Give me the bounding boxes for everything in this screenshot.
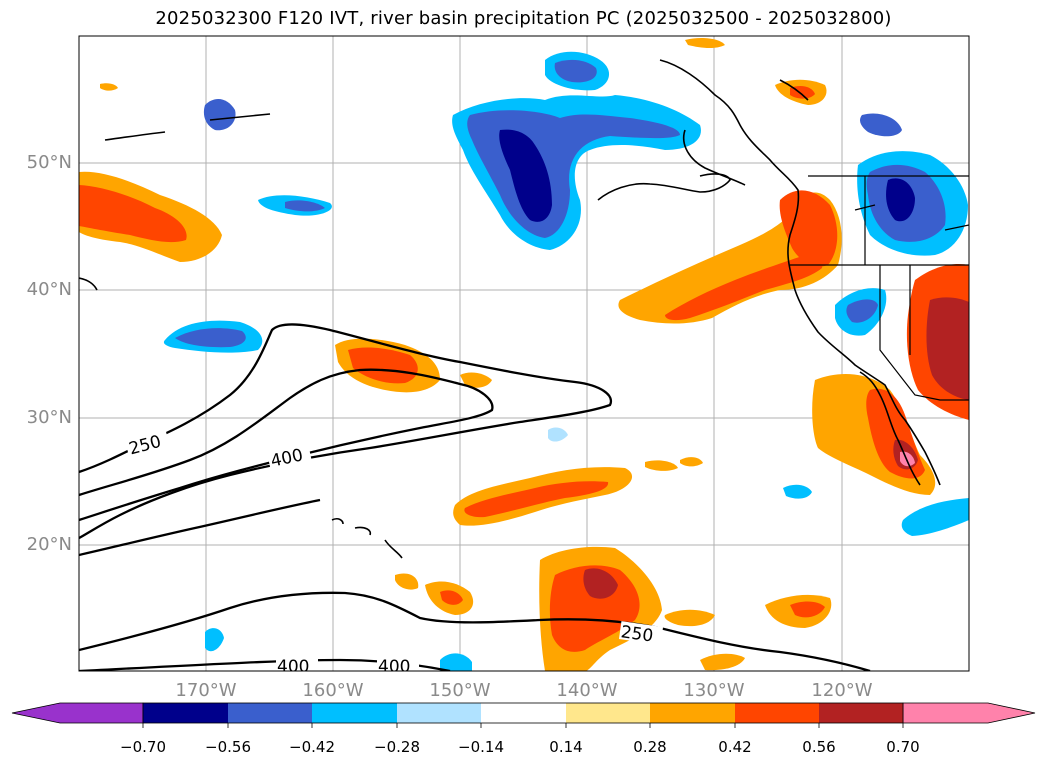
contour-label: 400	[378, 657, 410, 677]
contour-label: 400	[277, 657, 309, 677]
colorbar-segment	[481, 703, 566, 723]
lat-label: 30°N	[26, 407, 72, 428]
lat-label: 20°N	[26, 534, 72, 555]
colorbar-tick-label: −0.14	[458, 738, 504, 756]
colorbar-tick-label: 0.56	[802, 738, 836, 756]
colorbar-segment	[735, 703, 819, 723]
colorbar-tick-label: −0.56	[205, 738, 251, 756]
colorbar-segment	[650, 703, 735, 723]
colorbar-tick-label: −0.70	[120, 738, 166, 756]
colorbar-segment	[397, 703, 481, 723]
coastlines	[79, 59, 941, 559]
colorbar-tick-label: −0.28	[374, 738, 420, 756]
lat-label: 40°N	[26, 279, 72, 300]
state-borders	[790, 175, 969, 401]
lon-label: 160°W	[302, 680, 364, 701]
colorbar-segment	[143, 703, 228, 723]
contour-label: 250	[620, 622, 655, 646]
colorbar-low-extend	[11, 702, 144, 724]
lon-label: 140°W	[556, 680, 618, 701]
positive-precip-regions	[79, 37, 969, 671]
negative-precip-regions	[163, 51, 969, 671]
colorbar-tick-label: 0.14	[549, 738, 583, 756]
colorbar-tick-label: 0.42	[718, 738, 752, 756]
map-panel: 250 400 250 400 400	[79, 36, 969, 677]
lat-label: 50°N	[26, 152, 72, 173]
lon-label: 170°W	[175, 680, 237, 701]
colorbar-tick-label: 0.70	[886, 738, 920, 756]
lon-label: 120°W	[811, 680, 873, 701]
lon-label: 130°W	[683, 680, 745, 701]
map-border	[78, 35, 970, 672]
contour-label-backgrounds	[124, 427, 664, 671]
colorbar-segment	[566, 703, 650, 723]
colorbar-tick-label: −0.42	[289, 738, 335, 756]
map-title: 2025032300 F120 IVT, river basin precipi…	[155, 8, 892, 29]
colorbar-segment	[819, 703, 903, 723]
colorbar	[11, 702, 1036, 728]
colorbar-tick-label: 0.28	[633, 738, 667, 756]
colorbar-frame	[142, 702, 904, 724]
colorbar-high-extend	[902, 702, 1036, 724]
colorbar-segment	[312, 703, 397, 723]
colorbar-segment	[228, 703, 312, 723]
lon-label: 150°W	[429, 680, 491, 701]
